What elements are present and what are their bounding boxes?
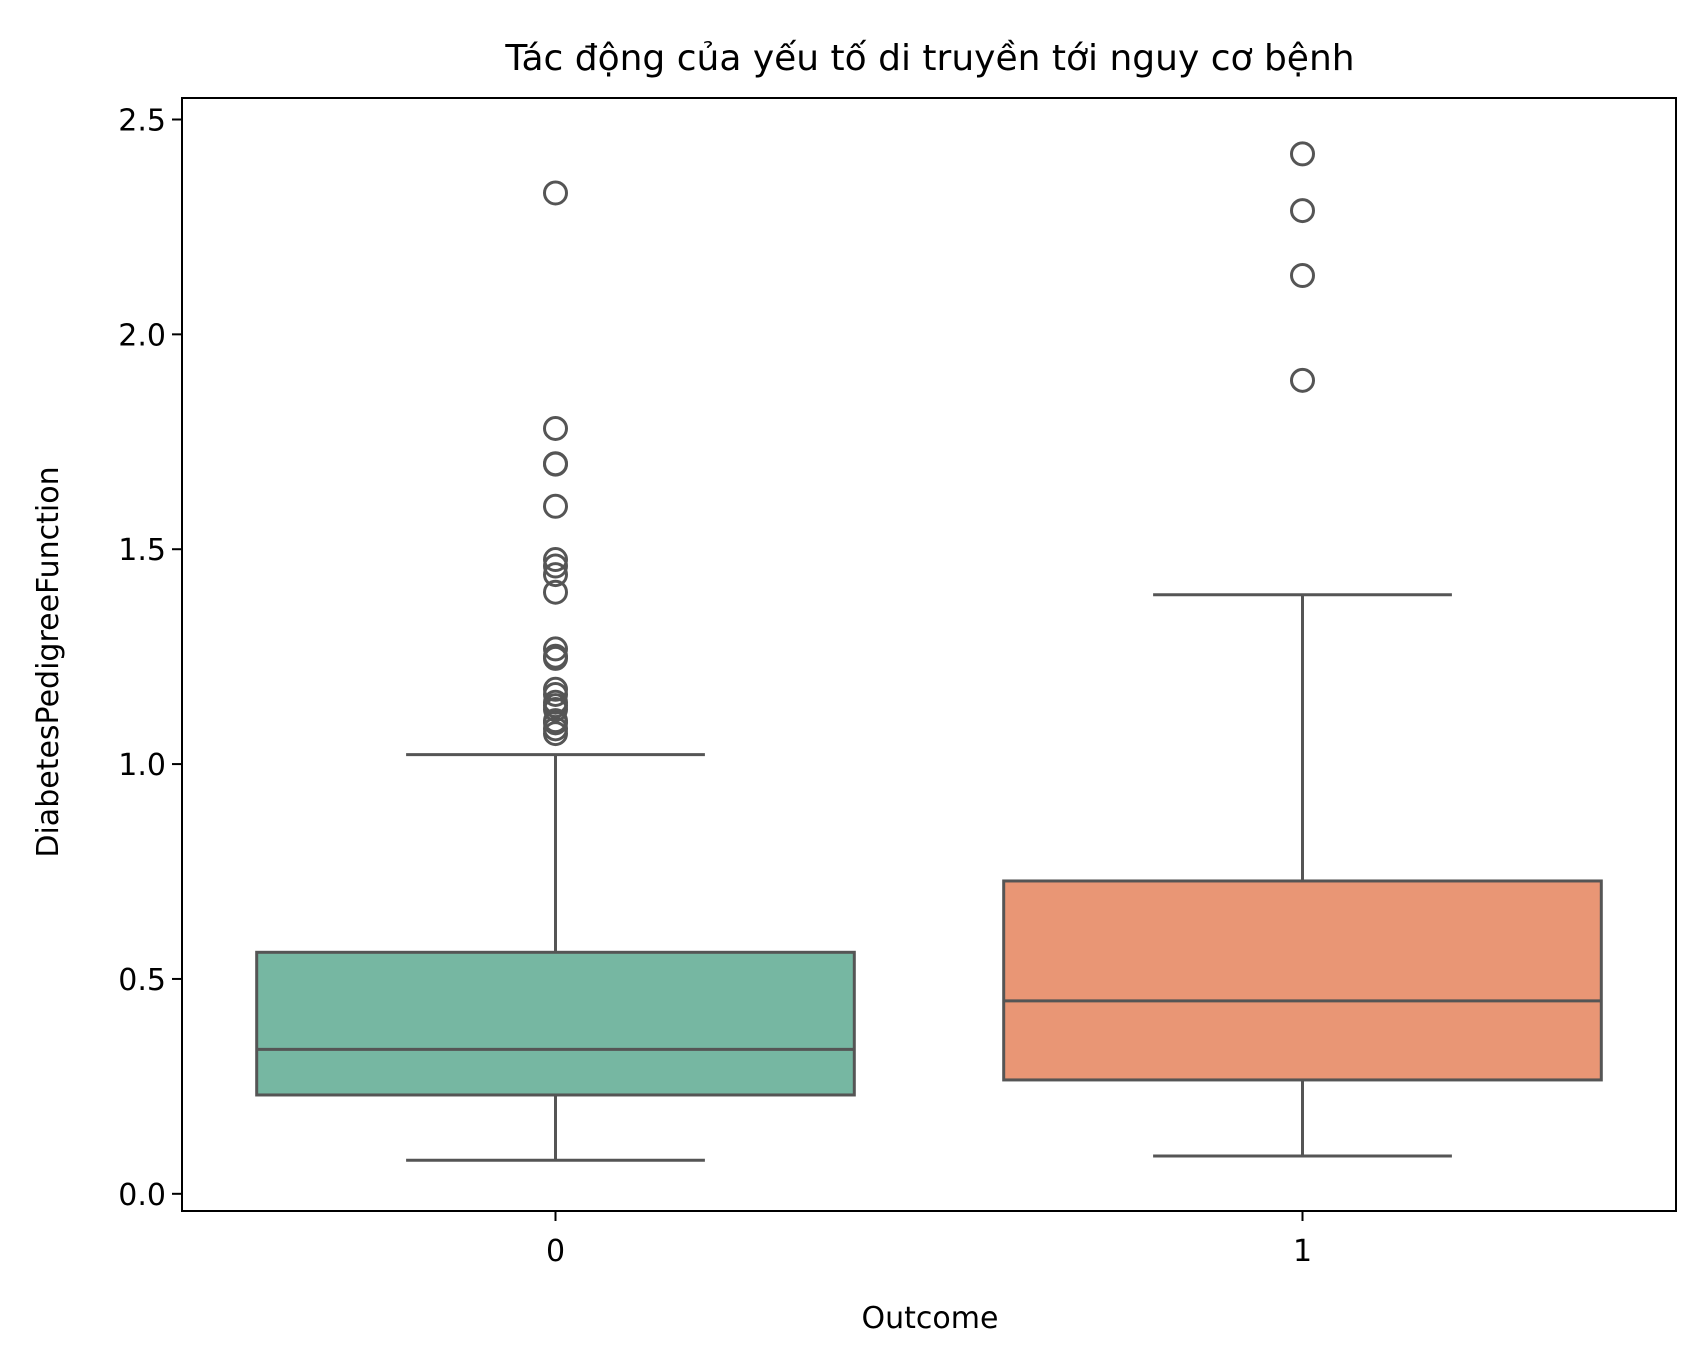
outlier-point: [1290, 262, 1315, 288]
box-group-0: [255, 180, 856, 1162]
outlier-point: [543, 493, 568, 519]
outlier-point: [543, 579, 568, 605]
plot-area: [255, 141, 1603, 1162]
y-axis: 0.0 0.5 1.0 1.5 2.0 2.5: [118, 103, 182, 1213]
outlier-point: [543, 553, 568, 579]
outlier-point: [543, 643, 568, 669]
y-tick-label: 1.0: [118, 748, 166, 783]
outlier-point: [543, 180, 568, 206]
outlier-point: [543, 415, 568, 441]
y-tick-label: 1.5: [118, 533, 166, 568]
x-tick-label: 1: [1293, 1234, 1312, 1269]
outlier-point: [543, 676, 568, 702]
plot-frame: [181, 97, 1677, 1212]
outlier-point: [543, 451, 568, 477]
outlier-point: [1290, 198, 1315, 224]
x-tick-label: 0: [546, 1234, 565, 1269]
outlier-point: [543, 562, 568, 588]
chart-title: Tác động của yếu tố di truyền tới nguy c…: [504, 38, 1354, 79]
outlier-point: [543, 547, 568, 573]
outlier-point: [1290, 367, 1315, 393]
y-tick-label: 2.5: [118, 103, 166, 138]
y-tick-label: 2.0: [118, 318, 166, 353]
y-tick-label: 0.5: [118, 963, 166, 998]
y-axis-label: DiabetesPedigreeFunction: [31, 466, 66, 857]
x-axis-label: Outcome: [862, 1301, 999, 1336]
outlier-point: [543, 689, 568, 715]
box-group-1: [1002, 141, 1603, 1158]
y-tick-label: 0.0: [118, 1178, 166, 1213]
box-0: [255, 950, 856, 1097]
box-1: [1002, 879, 1603, 1082]
outlier-point: [543, 636, 568, 662]
outlier-point: [1290, 141, 1315, 167]
outlier-point: [543, 708, 568, 734]
